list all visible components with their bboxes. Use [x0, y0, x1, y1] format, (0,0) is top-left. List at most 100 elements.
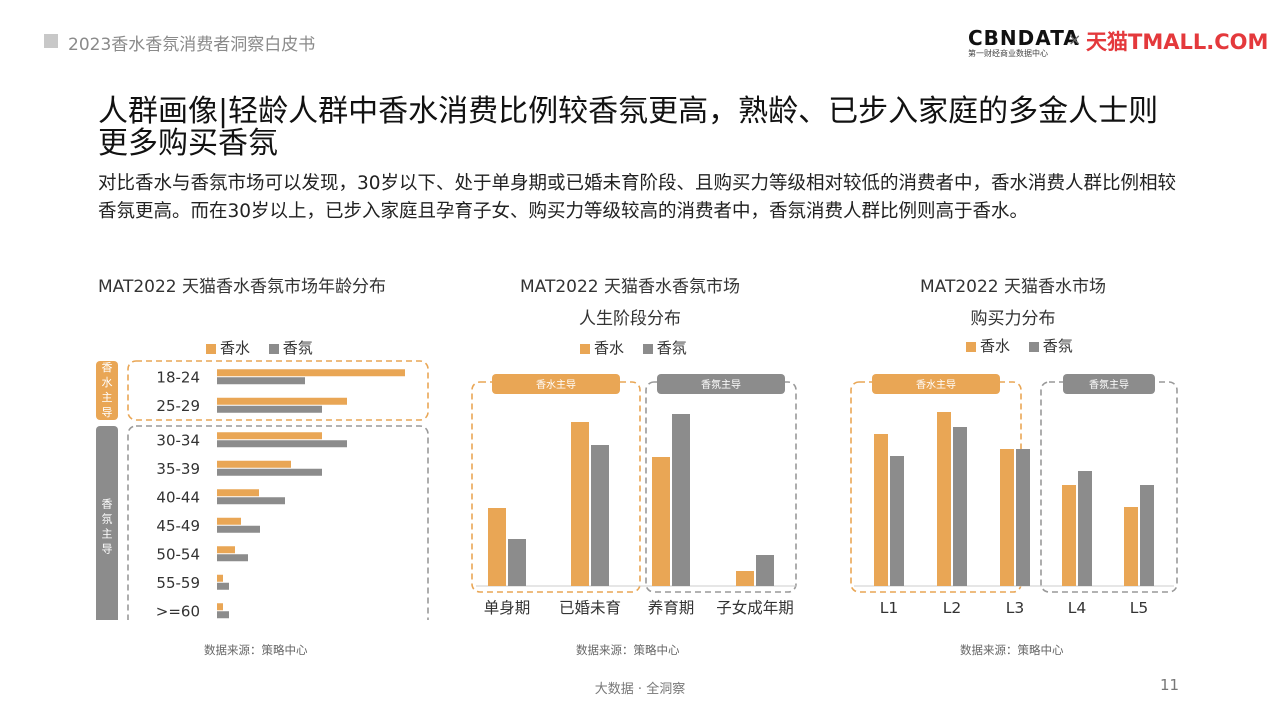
category-label: L5	[1130, 599, 1149, 617]
bar-fragrance	[890, 456, 904, 586]
purchasing-power-chart: 香水主导 香氛主导 L1 L2 L3 L4 L5	[850, 374, 1178, 617]
bar-perfume	[652, 457, 670, 586]
chart2-legend: 香水 香氛	[580, 337, 687, 358]
legend-fragrance-swatch	[268, 343, 279, 354]
group-header-perfume-label: 香水主导	[916, 379, 956, 391]
group-box-fragrance	[645, 381, 797, 593]
bar-perfume	[571, 422, 589, 586]
chart3-title: MAT2022 天猫香水市场	[919, 277, 1107, 297]
chart3-source: 数据来源：策略中心	[960, 643, 1064, 657]
legend-fragrance-swatch	[642, 343, 653, 354]
bar-fragrance	[217, 468, 322, 476]
category-label: 已婚未育	[559, 599, 621, 617]
footer-tagline: 大数据 · 全洞察	[594, 682, 686, 697]
bar-fragrance	[217, 554, 248, 562]
chart2-subtitle: 人生阶段分布	[579, 309, 681, 329]
bar-fragrance	[953, 427, 967, 586]
category-label: 单身期	[484, 599, 531, 617]
group-box-fragrance	[127, 425, 429, 620]
group-box-perfume	[127, 360, 429, 421]
group-tag-fragrance	[96, 426, 118, 620]
legend-fragrance-swatch	[1028, 341, 1039, 352]
bar-fragrance	[217, 440, 347, 448]
legend-fragrance-label: 香氛	[1042, 337, 1073, 355]
bar-fragrance	[217, 497, 285, 505]
group-box-fragrance	[1040, 381, 1178, 593]
bar-fragrance	[1140, 485, 1154, 586]
category-label: L1	[880, 599, 899, 617]
legend-perfume-label: 香水	[980, 337, 1011, 355]
category-label: 18-24	[156, 368, 200, 386]
category-label: 40-44	[156, 488, 200, 506]
category-label: L4	[1068, 599, 1087, 617]
bar-perfume	[217, 546, 235, 554]
chart1-legend: 香水 香氛	[206, 337, 313, 358]
page-number: 11	[1160, 676, 1180, 694]
chart3-legend: 香水 香氛	[966, 335, 1073, 356]
group-header-perfume-label: 香水主导	[536, 379, 576, 391]
bar-perfume	[217, 369, 405, 377]
bar-perfume	[1062, 485, 1076, 586]
category-label: 30-34	[156, 431, 200, 449]
legend-fragrance-label: 香氛	[656, 339, 687, 357]
bar-perfume	[1000, 449, 1014, 586]
category-label: 55-59	[156, 574, 200, 592]
bar-fragrance	[217, 582, 229, 590]
group-header-fragrance-label: 香氛主导	[701, 378, 741, 391]
legend-perfume-label: 香水	[220, 339, 251, 357]
chart1-title: MAT2022 天猫香水香氛市场年龄分布	[98, 277, 387, 297]
bar-perfume	[217, 489, 259, 497]
bar-perfume	[937, 412, 951, 586]
category-label: 子女成年期	[716, 598, 794, 617]
chart2-source: 数据来源：策略中心	[576, 643, 680, 657]
bar-perfume	[736, 571, 754, 586]
legend-perfume-swatch	[206, 343, 216, 354]
bar-fragrance	[217, 611, 229, 619]
bar-perfume	[488, 508, 506, 586]
category-label: 25-29	[156, 397, 200, 415]
legend-perfume-swatch	[580, 343, 590, 354]
group-header-fragrance	[657, 374, 785, 394]
chart3-subtitle: 购买力分布	[970, 309, 1056, 329]
logo-separator: ×	[1068, 30, 1082, 49]
bar-perfume	[217, 397, 347, 405]
category-label: 45-49	[156, 517, 200, 535]
bar-fragrance	[508, 539, 526, 586]
group-header-fragrance-label: 香氛主导	[1089, 378, 1129, 391]
group-header-perfume	[492, 374, 620, 394]
category-label: L2	[943, 599, 962, 617]
chart2-title: MAT2022 天猫香水香氛市场	[519, 277, 741, 297]
category-label: >=60	[156, 602, 200, 620]
header-marker	[44, 34, 58, 48]
category-label: 35-39	[156, 460, 200, 478]
group-tag-perfume-label: 香水主导	[102, 361, 113, 419]
page-subtitle: 对比香水与香氛市场可以发现，30岁以下、处于单身期或已婚未育阶段、且购买力等级相…	[98, 173, 1177, 222]
legend-fragrance-label: 香氛	[282, 339, 313, 357]
document-title: 2023香水香氛消费者洞察白皮书	[68, 35, 316, 55]
legend-perfume-label: 香水	[594, 339, 625, 357]
bar-perfume	[217, 517, 241, 525]
page-headline: 人群画像|轻龄人群中香水消费比例较香氛更高，熟龄、已步入家庭的多金人士则更多购买…	[98, 94, 1159, 161]
bar-perfume	[217, 432, 322, 440]
bar-fragrance	[1016, 449, 1030, 586]
bar-fragrance	[1078, 471, 1092, 586]
group-tag-fragrance-label: 香氛主导	[102, 497, 113, 555]
legend-perfume-swatch	[966, 341, 976, 352]
category-label: L3	[1006, 599, 1025, 617]
bar-fragrance	[591, 445, 609, 586]
chart1-source: 数据来源：策略中心	[204, 643, 308, 657]
bar-perfume	[217, 460, 291, 468]
bar-fragrance	[756, 555, 774, 586]
bar-perfume	[1124, 507, 1138, 586]
bar-fragrance	[672, 414, 690, 586]
group-header-perfume	[872, 374, 1000, 394]
cbndata-logo-subtext: 第一财经商业数据中心	[968, 49, 1048, 58]
category-label: 50-54	[156, 545, 200, 563]
bar-fragrance	[217, 405, 322, 413]
bar-fragrance	[217, 525, 260, 533]
bar-fragrance	[217, 377, 305, 385]
group-tag-perfume	[96, 361, 118, 420]
bar-perfume	[217, 603, 223, 611]
